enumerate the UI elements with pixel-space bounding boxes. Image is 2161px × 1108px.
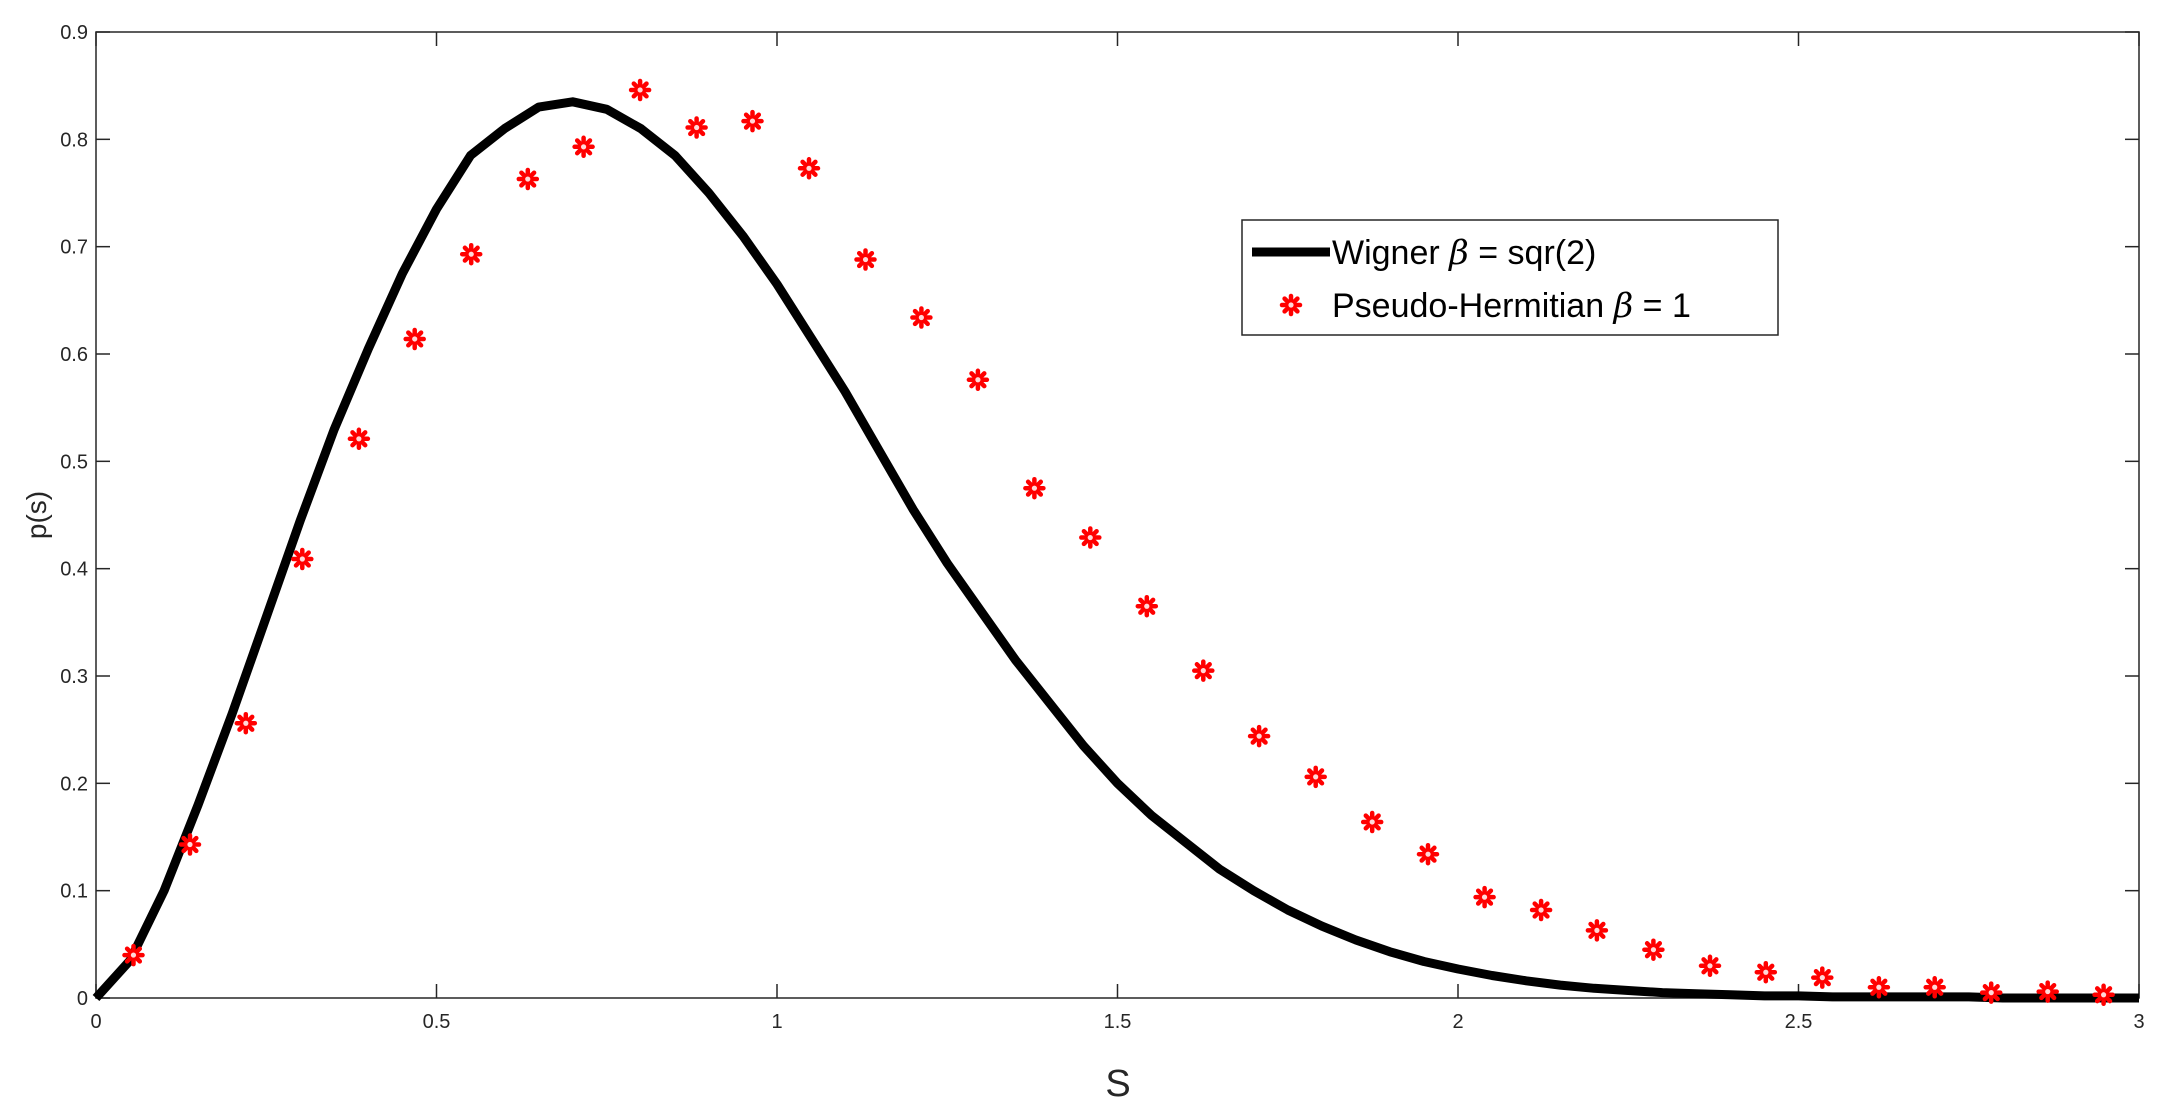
legend-entry-wigner: Wigner β = sqr(2) [1332, 233, 1596, 273]
x-tick-label-0: 0 [90, 1011, 101, 1033]
data-point-12 [797, 157, 821, 180]
y-tick-label-6: 0.6 [60, 344, 88, 366]
legend-entry-pseudo-hermitian-beta: β [1612, 286, 1634, 326]
x-tick-label-5: 2.5 [1785, 1011, 1813, 1033]
legend-box [1241, 219, 1779, 336]
data-point-15 [966, 368, 990, 392]
y-tick-label-4: 0.4 [60, 559, 88, 581]
data-point-10 [685, 116, 708, 139]
data-point-1 [178, 833, 202, 856]
data-point-3 [291, 547, 314, 571]
legend-entry-wigner-suffix: = sqr(2) [1469, 234, 1597, 272]
data-point-6 [459, 242, 483, 266]
data-point-17 [1079, 526, 1102, 549]
data-point-20 [1247, 724, 1271, 748]
y-tick-label-3: 0.3 [60, 666, 88, 688]
legend-marker-star [1279, 293, 1303, 317]
data-point-28 [1698, 954, 1722, 978]
series-line-wigner [92, 97, 2139, 1003]
x-axis-title: S [1105, 1063, 1130, 1105]
legend-entry-wigner-beta: β [1447, 233, 1469, 273]
data-point-24 [1473, 885, 1496, 909]
y-tick-label-7: 0.7 [60, 237, 88, 259]
data-point-2 [234, 711, 258, 735]
data-point-21 [1304, 765, 1327, 789]
x-tick-label-4: 2 [1452, 1011, 1463, 1033]
y-tick-label-0: 0 [77, 988, 88, 1010]
data-point-32 [1923, 976, 1946, 999]
data-point-18 [1135, 594, 1159, 618]
data-point-13 [854, 248, 877, 271]
data-point-14 [910, 306, 933, 329]
data-point-25 [1529, 898, 1553, 922]
axis-tick-labels: 0 0.5 1 1.5 2 2.5 3 0 0.1 0.2 0.3 0.4 0.5 0.6 0.7 0.8 0.… [60, 22, 2144, 1033]
legend-entry-pseudo-hermitian-prefix: Pseudo-Hermitian [1332, 287, 1614, 325]
x-tick-label-6: 3 [2133, 1011, 2144, 1033]
data-point-9 [628, 78, 652, 102]
data-point-29 [1754, 960, 1778, 984]
x-tick-label-2: 1 [771, 1011, 782, 1033]
legend-entry-wigner-prefix: Wigner [1332, 234, 1449, 272]
legend-marker-swatch [1279, 293, 1303, 317]
y-tick-label-9: 0.9 [60, 22, 88, 44]
axis-ticks [95, 31, 2140, 999]
y-axis-title: p(s) [21, 491, 52, 539]
data-point-0 [122, 943, 145, 967]
y-tick-label-5: 0.5 [60, 451, 88, 473]
plot-area [95, 31, 2140, 999]
y-tick-label-1: 0.1 [60, 881, 88, 903]
data-point-33 [1979, 981, 2003, 1004]
data-point-27 [1642, 938, 1665, 961]
data-point-5 [403, 327, 426, 351]
data-point-34 [2036, 980, 2059, 1003]
data-point-7 [516, 167, 540, 191]
data-point-8 [572, 135, 595, 159]
data-point-22 [1360, 810, 1384, 834]
x-tick-label-3: 1.5 [1104, 1011, 1132, 1033]
series-layer [92, 78, 2139, 1007]
legend: Wigner β = sqr(2) Pseudo-Hermitian β = 1 [1241, 219, 1779, 336]
data-point-16 [1023, 476, 1046, 500]
data-point-19 [1192, 659, 1215, 682]
data-point-31 [1867, 976, 1891, 999]
y-tick-label-8: 0.8 [60, 129, 88, 151]
data-point-35 [2092, 983, 2115, 1007]
data-point-23 [1416, 842, 1440, 866]
data-point-30 [1811, 966, 1834, 989]
legend-entry-pseudo-hermitian-suffix: = 1 [1633, 287, 1691, 325]
y-tick-label-2: 0.2 [60, 773, 88, 795]
data-point-11 [741, 109, 764, 133]
legend-entry-pseudo-hermitian: Pseudo-Hermitian β = 1 [1332, 286, 1691, 326]
data-point-4 [347, 427, 371, 451]
data-point-26 [1585, 919, 1609, 942]
x-tick-label-1: 0.5 [423, 1011, 451, 1033]
